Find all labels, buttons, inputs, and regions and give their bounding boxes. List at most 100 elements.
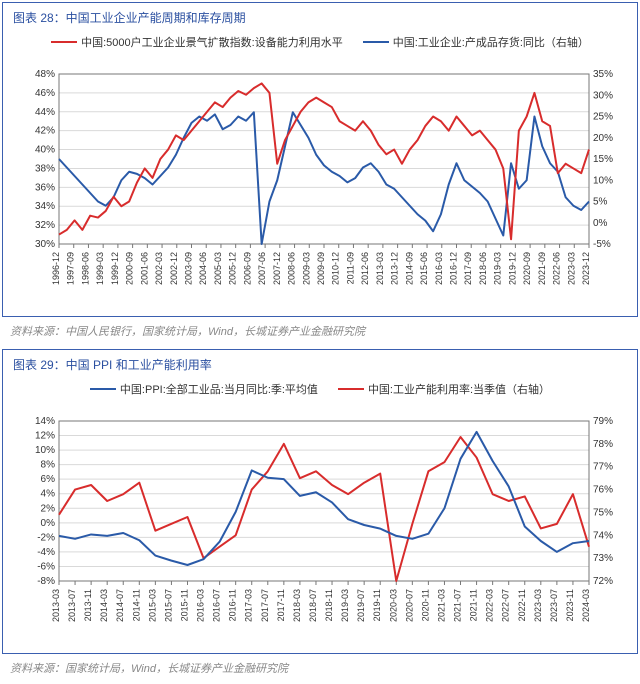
svg-text:2015-11: 2015-11 xyxy=(179,589,189,621)
svg-text:2009-09: 2009-09 xyxy=(316,252,326,285)
svg-text:0%: 0% xyxy=(593,218,608,229)
svg-text:25%: 25% xyxy=(593,112,613,123)
svg-text:2015-03: 2015-03 xyxy=(147,589,157,622)
chart1-source: 资料来源：中国人民银行，国家统计局，Wind，长城证券产业金融研究院 xyxy=(0,319,640,347)
legend-swatch xyxy=(90,388,116,391)
chart2-legend-item-2: 中国:工业产能利用率:当季值（右轴） xyxy=(338,381,550,397)
svg-text:2005-03: 2005-03 xyxy=(213,252,223,285)
svg-text:-2%: -2% xyxy=(37,532,55,543)
svg-text:2021-07: 2021-07 xyxy=(453,589,463,622)
svg-text:2021-03: 2021-03 xyxy=(436,589,446,622)
svg-text:2013-07: 2013-07 xyxy=(67,589,77,622)
svg-text:2002-12: 2002-12 xyxy=(169,252,179,285)
svg-text:20%: 20% xyxy=(593,133,613,144)
legend-label: 中国:工业产能利用率:当季值（右轴） xyxy=(368,381,550,397)
svg-text:2021-09: 2021-09 xyxy=(537,252,547,285)
svg-text:2023-12: 2023-12 xyxy=(581,252,591,285)
svg-text:2022-11: 2022-11 xyxy=(517,589,527,621)
svg-text:2009-03: 2009-03 xyxy=(301,252,311,285)
svg-text:2006-09: 2006-09 xyxy=(242,252,252,285)
svg-text:36%: 36% xyxy=(35,182,55,193)
svg-text:2018-06: 2018-06 xyxy=(478,252,488,285)
svg-text:2019-03: 2019-03 xyxy=(493,252,503,285)
chart1-legend-item-2: 中国:工业企业:产成品存货:同比（右轴） xyxy=(363,34,589,50)
chart2-source: 资料来源：国家统计局，Wind，长城证券产业金融研究院 xyxy=(0,656,640,684)
svg-text:2018-11: 2018-11 xyxy=(324,589,334,621)
svg-text:2007-06: 2007-06 xyxy=(257,252,267,285)
svg-text:2%: 2% xyxy=(41,503,56,514)
chart1-svg: 30%32%34%36%38%40%42%44%46%48%-5%0%5%10%… xyxy=(11,54,631,314)
svg-text:2024-03: 2024-03 xyxy=(581,589,591,622)
svg-text:1996-12: 1996-12 xyxy=(51,252,61,285)
chart-panel-1: 图表 28：中国工业企业产能周期和库存周期 中国:5000户工业企业景气扩散指数… xyxy=(2,2,638,317)
svg-text:4%: 4% xyxy=(41,489,56,500)
chart2-wrap: 中国:PPI:全部工业品:当月同比:季:平均值 中国:工业产能利用率:当季值（右… xyxy=(3,375,637,653)
chart-panel-2: 图表 29：中国 PPI 和工业产能利用率 中国:PPI:全部工业品:当月同比:… xyxy=(2,349,638,654)
svg-text:2010-12: 2010-12 xyxy=(331,252,341,285)
svg-text:2023-07: 2023-07 xyxy=(549,589,559,622)
svg-text:2022-07: 2022-07 xyxy=(501,589,511,622)
svg-text:2020-07: 2020-07 xyxy=(404,589,414,622)
svg-text:2023-11: 2023-11 xyxy=(565,589,575,621)
svg-text:2016-07: 2016-07 xyxy=(212,589,222,622)
chart2-svg: -8%-6%-4%-2%0%2%4%6%8%10%12%14%72%73%74%… xyxy=(11,401,631,651)
chart1-legend: 中国:5000户工业企业景气扩散指数:设备能力利用水平 中国:工业企业:产成品存… xyxy=(11,32,629,54)
svg-text:2020-03: 2020-03 xyxy=(388,589,398,622)
svg-text:38%: 38% xyxy=(35,163,55,174)
legend-swatch xyxy=(51,41,77,44)
svg-text:6%: 6% xyxy=(41,474,56,485)
svg-text:2005-12: 2005-12 xyxy=(228,252,238,285)
svg-text:32%: 32% xyxy=(35,220,55,231)
svg-text:-4%: -4% xyxy=(37,547,55,558)
svg-text:2007-12: 2007-12 xyxy=(272,252,282,285)
svg-text:2020-11: 2020-11 xyxy=(420,589,430,621)
svg-text:2016-12: 2016-12 xyxy=(449,252,459,285)
svg-text:2014-07: 2014-07 xyxy=(115,589,125,622)
svg-text:2004-06: 2004-06 xyxy=(198,252,208,285)
svg-text:30%: 30% xyxy=(35,239,55,250)
svg-text:2016-03: 2016-03 xyxy=(434,252,444,285)
legend-swatch xyxy=(338,388,364,391)
svg-text:1997-09: 1997-09 xyxy=(66,252,76,285)
svg-text:2002-03: 2002-03 xyxy=(154,252,164,285)
svg-text:2001-06: 2001-06 xyxy=(139,252,149,285)
svg-text:10%: 10% xyxy=(35,445,55,456)
svg-text:77%: 77% xyxy=(593,462,613,473)
chart2-legend: 中国:PPI:全部工业品:当月同比:季:平均值 中国:工业产能利用率:当季值（右… xyxy=(11,379,629,401)
svg-text:2017-03: 2017-03 xyxy=(244,589,254,622)
svg-text:40%: 40% xyxy=(35,145,55,156)
svg-text:2016-11: 2016-11 xyxy=(228,589,238,621)
svg-text:12%: 12% xyxy=(35,431,55,442)
svg-text:35%: 35% xyxy=(593,69,613,80)
svg-text:30%: 30% xyxy=(593,90,613,101)
svg-text:2015-07: 2015-07 xyxy=(163,589,173,622)
svg-text:2021-11: 2021-11 xyxy=(469,589,479,621)
svg-text:78%: 78% xyxy=(593,439,613,450)
svg-text:2020-09: 2020-09 xyxy=(522,252,532,285)
chart2-legend-item-1: 中国:PPI:全部工业品:当月同比:季:平均值 xyxy=(90,381,318,397)
svg-text:-6%: -6% xyxy=(37,561,55,572)
svg-text:34%: 34% xyxy=(35,201,55,212)
svg-text:15%: 15% xyxy=(593,154,613,165)
svg-text:44%: 44% xyxy=(35,107,55,118)
svg-text:2019-07: 2019-07 xyxy=(356,589,366,622)
svg-text:75%: 75% xyxy=(593,507,613,518)
svg-text:2016-03: 2016-03 xyxy=(196,589,206,622)
svg-text:1999-03: 1999-03 xyxy=(95,252,105,285)
svg-text:79%: 79% xyxy=(593,416,613,427)
svg-text:74%: 74% xyxy=(593,530,613,541)
chart1-legend-item-1: 中国:5000户工业企业景气扩散指数:设备能力利用水平 xyxy=(51,34,343,50)
chart1-title: 图表 28：中国工业企业产能周期和库存周期 xyxy=(3,3,637,28)
svg-text:2000-09: 2000-09 xyxy=(125,252,135,285)
legend-swatch xyxy=(363,41,389,44)
svg-text:1998-06: 1998-06 xyxy=(80,252,90,285)
svg-text:2012-06: 2012-06 xyxy=(360,252,370,285)
svg-text:-5%: -5% xyxy=(593,239,611,250)
svg-text:2018-07: 2018-07 xyxy=(308,589,318,622)
svg-text:48%: 48% xyxy=(35,69,55,80)
svg-text:2019-03: 2019-03 xyxy=(340,589,350,622)
svg-text:2008-06: 2008-06 xyxy=(287,252,297,285)
svg-text:5%: 5% xyxy=(593,197,608,208)
svg-text:72%: 72% xyxy=(593,576,613,587)
svg-text:2017-09: 2017-09 xyxy=(463,252,473,285)
